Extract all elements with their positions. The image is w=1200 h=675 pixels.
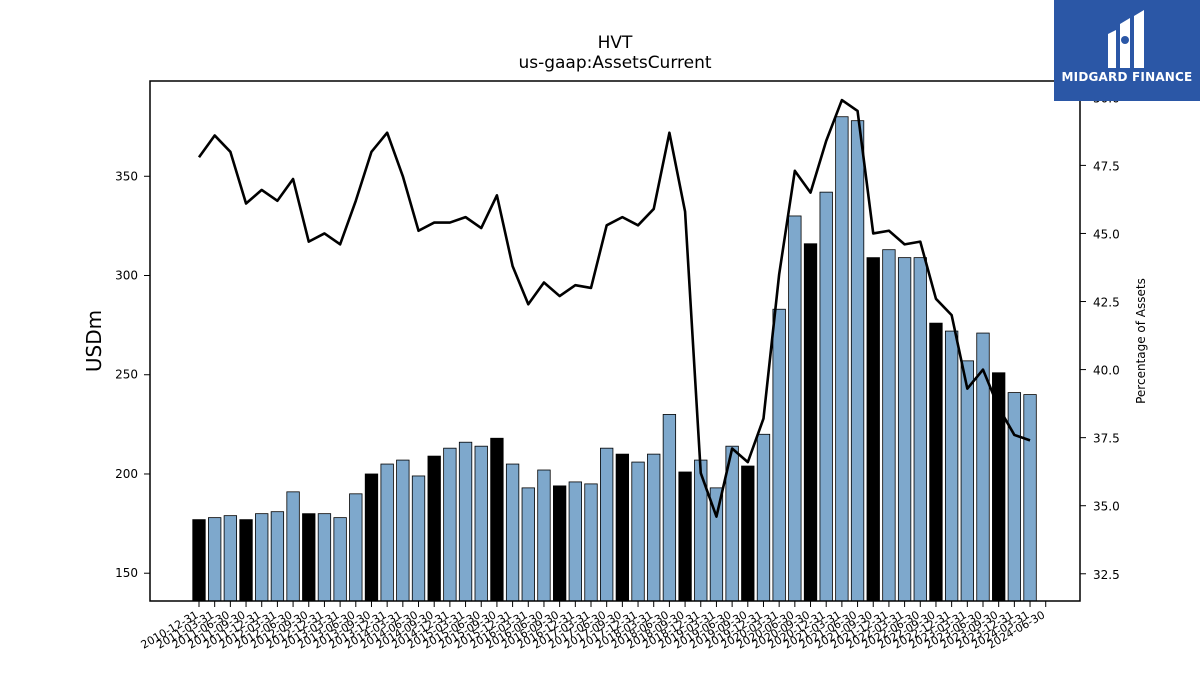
right-axis: 32.535.037.540.042.545.047.550.0 xyxy=(1080,91,1120,582)
y-tick-label: 250 xyxy=(115,368,138,382)
x-axis: 2010-12-312011-03-312011-06-302011-09-30… xyxy=(139,601,1047,652)
bar-2018-06-30 xyxy=(662,414,677,602)
bar-2023-12-31 xyxy=(1007,392,1022,602)
bar-2018-12-31 xyxy=(694,459,708,602)
bar-2022-03-31 xyxy=(897,257,912,602)
bar-2011-12-31 xyxy=(255,513,269,602)
y2-tick-label: 32.5 xyxy=(1093,568,1120,582)
bar-2024-03-31 xyxy=(1023,394,1037,602)
bar-2011-09-30 xyxy=(239,519,253,602)
bar-2021-09-30 xyxy=(866,257,880,602)
bar-2017-06-30 xyxy=(600,447,614,602)
left-axis: 150 200 250 300 350 xyxy=(115,169,150,580)
bar-2022-06-30 xyxy=(913,257,927,602)
bar-2021-12-31 xyxy=(882,249,896,602)
bar-2015-12-31 xyxy=(505,463,520,602)
bar-2020-12-31 xyxy=(819,191,833,602)
y-tick-label: 350 xyxy=(115,169,138,183)
brand-logo: MIDGARD FINANCE xyxy=(1054,0,1200,101)
bar-2011-03-31 xyxy=(208,517,222,602)
brand-name: MIDGARD FINANCE xyxy=(1061,70,1193,84)
bar-2014-03-31 xyxy=(396,459,410,602)
bar-2014-12-31 xyxy=(443,447,457,602)
y-axis-label: USDm xyxy=(82,310,106,372)
bar-2013-12-31 xyxy=(380,463,394,602)
bar-2020-09-30 xyxy=(803,243,818,602)
bar-2015-06-30 xyxy=(474,445,488,602)
bar-2013-09-30 xyxy=(364,473,379,602)
bar-2017-03-31 xyxy=(584,483,598,602)
bar-2018-09-30 xyxy=(678,471,692,602)
bar-2022-09-30 xyxy=(929,322,943,602)
bar-2023-03-31 xyxy=(960,360,974,602)
bar-2020-03-31 xyxy=(772,308,786,602)
bar-2016-03-31 xyxy=(521,487,535,602)
bar-2016-06-30 xyxy=(537,469,551,602)
bar-2016-12-31 xyxy=(568,481,582,602)
bar-2015-03-31 xyxy=(458,441,473,602)
bar-group xyxy=(192,116,1037,602)
plot-frame xyxy=(149,80,1081,602)
bar-2014-06-30 xyxy=(411,475,426,602)
y-tick-label: 300 xyxy=(115,269,138,283)
bar-2010-12-31 xyxy=(192,519,206,602)
y2-tick-label: 35.0 xyxy=(1093,500,1120,514)
y2-tick-label: 40.0 xyxy=(1093,364,1120,378)
bar-2020-06-30 xyxy=(788,215,802,602)
bar-2022-12-31 xyxy=(944,330,959,602)
line-group xyxy=(197,98,1031,518)
bar-2021-06-30 xyxy=(850,120,865,602)
bar-2019-12-31 xyxy=(756,433,771,602)
bar-2012-03-31 xyxy=(270,511,285,602)
y2-tick-label: 37.5 xyxy=(1093,432,1120,446)
y2-tick-label: 45.0 xyxy=(1093,227,1120,241)
logo-mark-icon xyxy=(1108,10,1144,68)
chart-subtitle: us-gaap:AssetsCurrent xyxy=(518,53,711,73)
bar-2021-03-31 xyxy=(835,116,849,602)
chart-title: HVT xyxy=(598,33,633,53)
bar-2018-03-31 xyxy=(647,453,661,602)
y2-tick-label: 42.5 xyxy=(1093,296,1120,310)
bar-2014-09-30 xyxy=(427,455,441,602)
bar-2012-06-30 xyxy=(286,491,300,602)
bar-2012-12-31 xyxy=(317,513,332,602)
y-tick-label: 200 xyxy=(115,467,138,481)
series-line xyxy=(197,98,1031,518)
bar-2011-06-30 xyxy=(223,515,238,602)
y-tick-label: 150 xyxy=(115,566,138,580)
bar-2019-09-30 xyxy=(741,465,755,602)
bar-2017-09-30 xyxy=(615,453,630,602)
bar-2013-06-30 xyxy=(349,493,363,602)
bar-2012-09-30 xyxy=(302,513,316,602)
y2-axis-label: Percentage of Assets xyxy=(1134,278,1148,404)
bar-2017-12-31 xyxy=(631,461,645,602)
bar-2015-09-30 xyxy=(490,437,504,602)
bar-2013-03-31 xyxy=(333,517,347,602)
bar-2016-09-30 xyxy=(552,485,567,602)
y2-tick-label: 47.5 xyxy=(1093,159,1120,173)
